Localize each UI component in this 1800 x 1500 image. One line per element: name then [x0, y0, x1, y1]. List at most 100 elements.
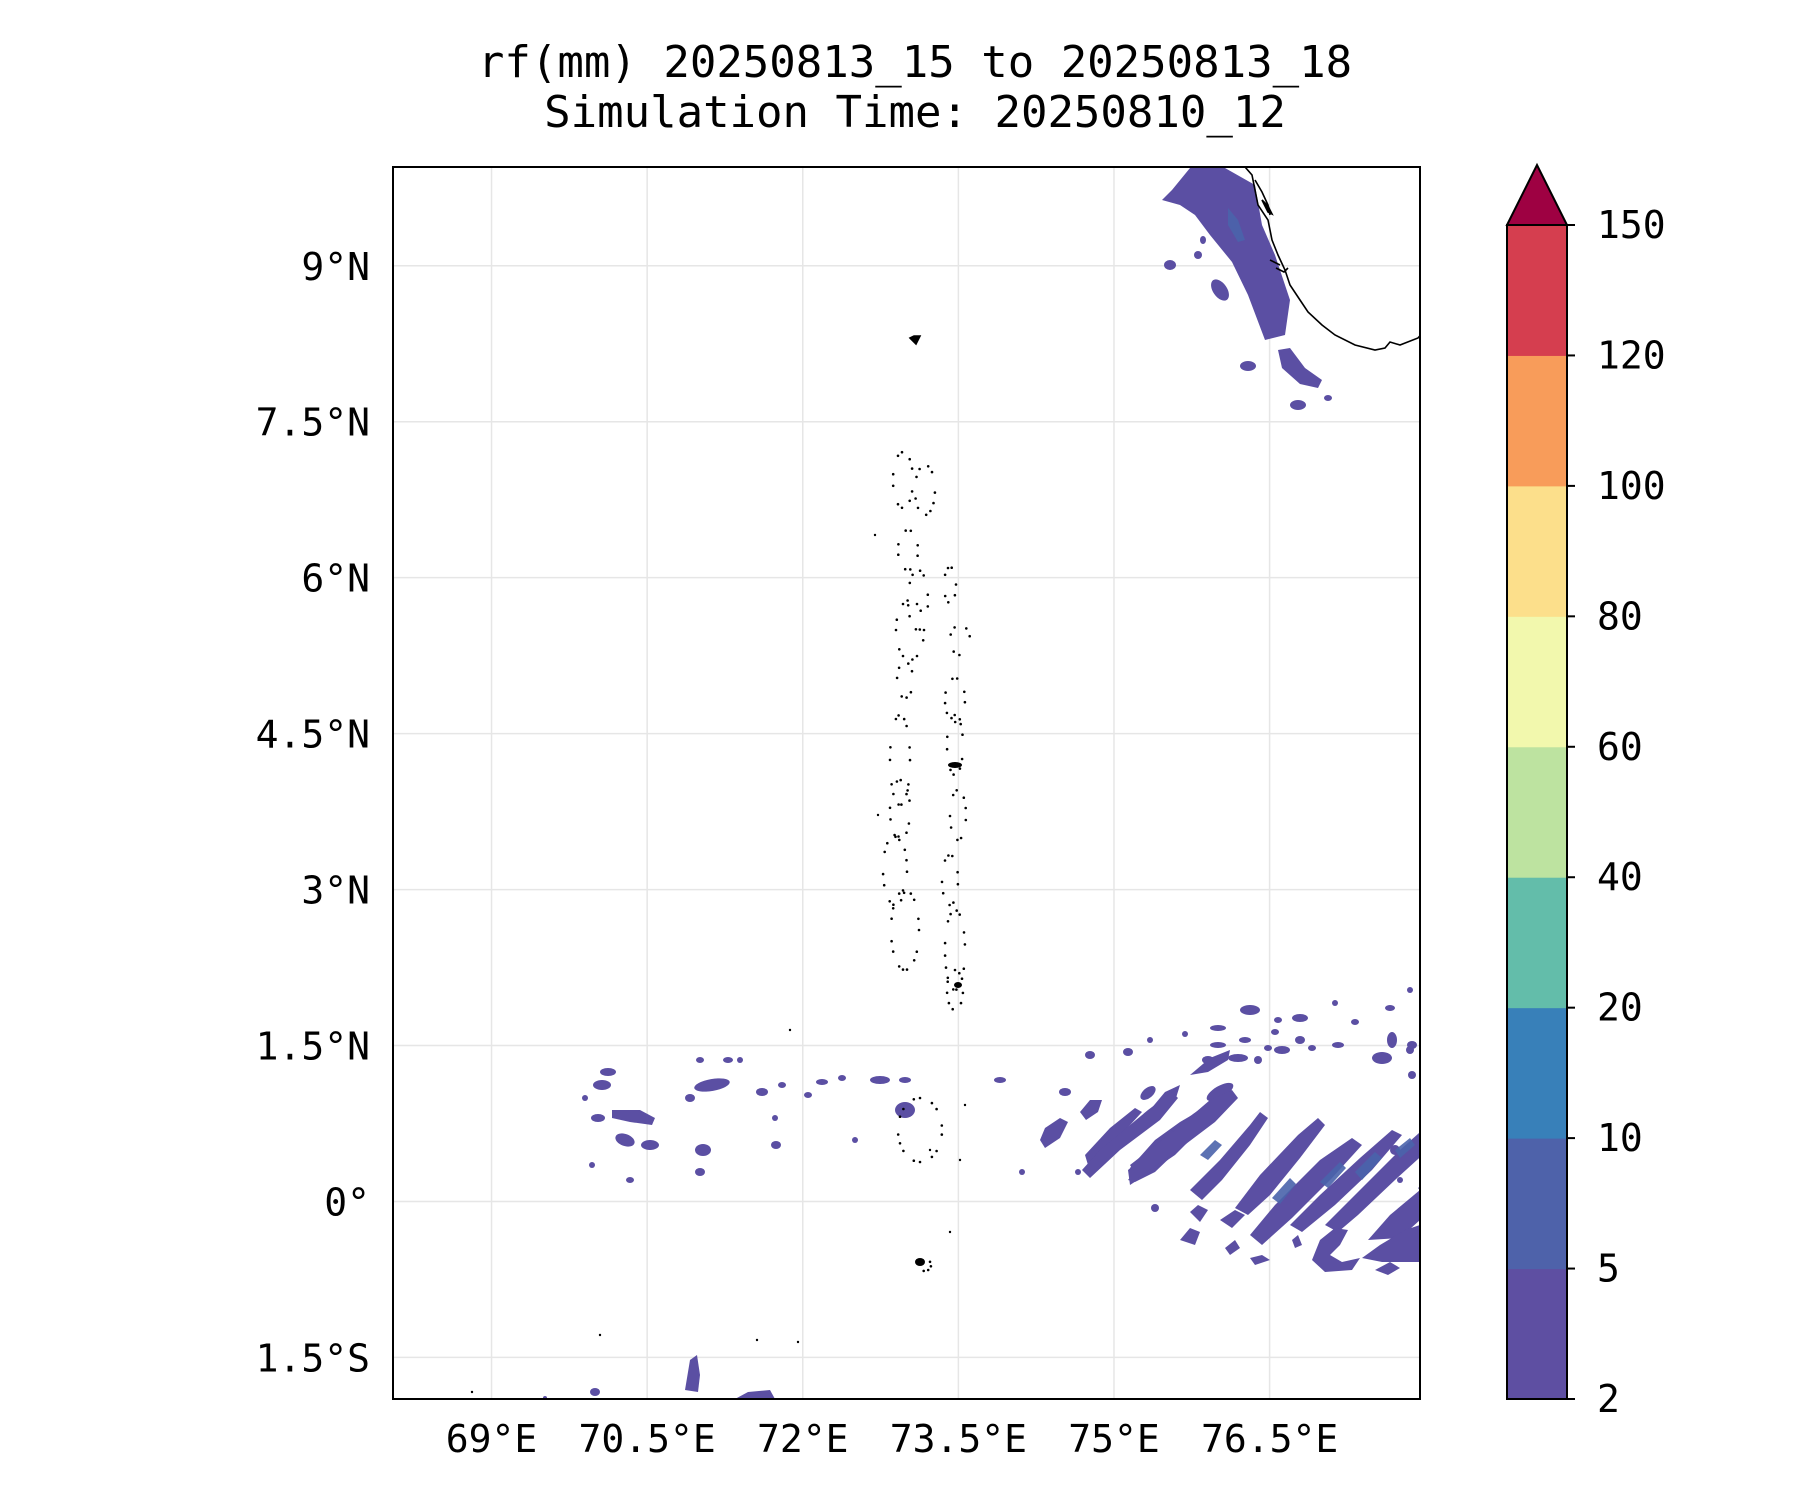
- island-dot: [960, 757, 964, 761]
- island-dot: [946, 566, 950, 570]
- island-dot: [906, 599, 909, 602]
- island-dot: [886, 841, 889, 845]
- colorbar-label: 5: [1597, 1247, 1620, 1291]
- island-dot: [901, 654, 905, 658]
- island-dot: [889, 818, 892, 821]
- island-dot: [926, 1268, 930, 1272]
- island-dot: [908, 499, 911, 503]
- island-dot: [896, 1133, 900, 1136]
- island-dot: [921, 639, 925, 642]
- island-dot: [943, 954, 947, 957]
- island-dot: [914, 628, 918, 631]
- island-dot: [953, 968, 957, 972]
- lon-label: 76.5°E: [1201, 1417, 1338, 1461]
- island-dot: [897, 543, 900, 546]
- island-dot: [897, 892, 901, 895]
- island-dot: [916, 506, 920, 510]
- island-dot: [914, 497, 917, 500]
- island-dot: [943, 594, 947, 598]
- island-dot: [961, 733, 964, 736]
- island-dot: [900, 803, 903, 806]
- island-dot: [888, 758, 892, 762]
- lat-label: 9°N: [301, 245, 370, 289]
- island-dot: [940, 1133, 944, 1136]
- island-dot: [890, 939, 893, 943]
- island-dot: [956, 870, 959, 874]
- island-dot: [948, 1230, 952, 1234]
- island-dot: [910, 669, 914, 673]
- island-dot: [949, 768, 952, 772]
- colorbar-segment: [1507, 355, 1567, 487]
- island-dot: [897, 666, 901, 670]
- island-dot: [958, 767, 962, 770]
- island-dot: [915, 602, 919, 606]
- colorbar-segment: [1507, 485, 1567, 617]
- colorbar-segment: [1507, 1007, 1567, 1139]
- island-dot: [929, 509, 932, 513]
- island-dot: [946, 980, 949, 983]
- island-dot: [901, 889, 905, 892]
- island-dot: [902, 717, 906, 721]
- island-dot: [912, 898, 916, 902]
- island-dot: [901, 602, 905, 606]
- chart-title-line2: Simulation Time: 20250810_12: [544, 87, 1286, 138]
- island-dot: [928, 1148, 932, 1152]
- island-dot: [950, 716, 953, 720]
- island-dot: [930, 1101, 934, 1105]
- island-dot: [897, 965, 901, 968]
- lat-label: 6°N: [301, 557, 370, 601]
- island-dot: [470, 1390, 474, 1394]
- island-dot: [952, 773, 955, 776]
- island-dot: [933, 491, 937, 494]
- chart-title-line1: rf(mm) 20250813_15 to 20250813_18: [477, 37, 1353, 88]
- island-dot: [918, 1096, 922, 1100]
- island-dot: [905, 696, 908, 699]
- island-dot: [932, 501, 935, 505]
- lat-label: 3°N: [301, 869, 370, 913]
- island-dot: [953, 713, 956, 717]
- island-dot: [963, 700, 967, 704]
- island-dot: [895, 780, 899, 783]
- island-mark: [915, 1258, 925, 1266]
- island-dot: [930, 1155, 934, 1159]
- island-dot: [930, 470, 934, 474]
- island-dot: [946, 976, 950, 980]
- island-dot: [903, 848, 907, 852]
- island-dot: [917, 928, 921, 932]
- island-dot: [945, 747, 949, 751]
- island-dot: [894, 717, 898, 721]
- island-dot: [903, 567, 907, 571]
- island-dot: [935, 1149, 938, 1153]
- longitude-labels: 69°E 70.5°E 72°E 73.5°E 75°E 76.5°E: [446, 1417, 1338, 1461]
- island-dot: [890, 783, 893, 786]
- island-dot: [598, 1333, 602, 1337]
- island-dot: [940, 880, 944, 884]
- island-dot: [955, 988, 958, 991]
- island-dot: [906, 604, 910, 607]
- island-dot: [947, 601, 950, 604]
- colorbar-label: 10: [1597, 1116, 1643, 1160]
- island-dot: [904, 529, 907, 532]
- island-dot: [918, 1160, 922, 1164]
- island-dot: [918, 628, 922, 631]
- island-dot: [919, 609, 922, 612]
- island-dot: [908, 746, 911, 749]
- island-dot: [911, 658, 914, 661]
- island-dot: [945, 711, 949, 715]
- island-dot: [898, 1115, 902, 1118]
- island-dot: [940, 1124, 944, 1127]
- island-dot: [898, 838, 901, 842]
- island-dot: [883, 850, 886, 854]
- island-dot: [951, 677, 954, 681]
- island-dot: [959, 1001, 963, 1005]
- island-dot: [892, 903, 895, 906]
- island-dot: [909, 892, 913, 895]
- colorbar-extend-arrow: [1505, 162, 1569, 226]
- lon-label: 72°E: [757, 1417, 849, 1461]
- latitude-labels: 9°N 7.5°N 6°N 4.5°N 3°N 1.5°N 0° 1.5°S: [256, 245, 370, 1381]
- island-dot: [908, 758, 912, 762]
- colorbar-label: 2: [1597, 1377, 1620, 1421]
- island-dot: [898, 1142, 902, 1145]
- lon-label: 75°E: [1068, 1417, 1160, 1461]
